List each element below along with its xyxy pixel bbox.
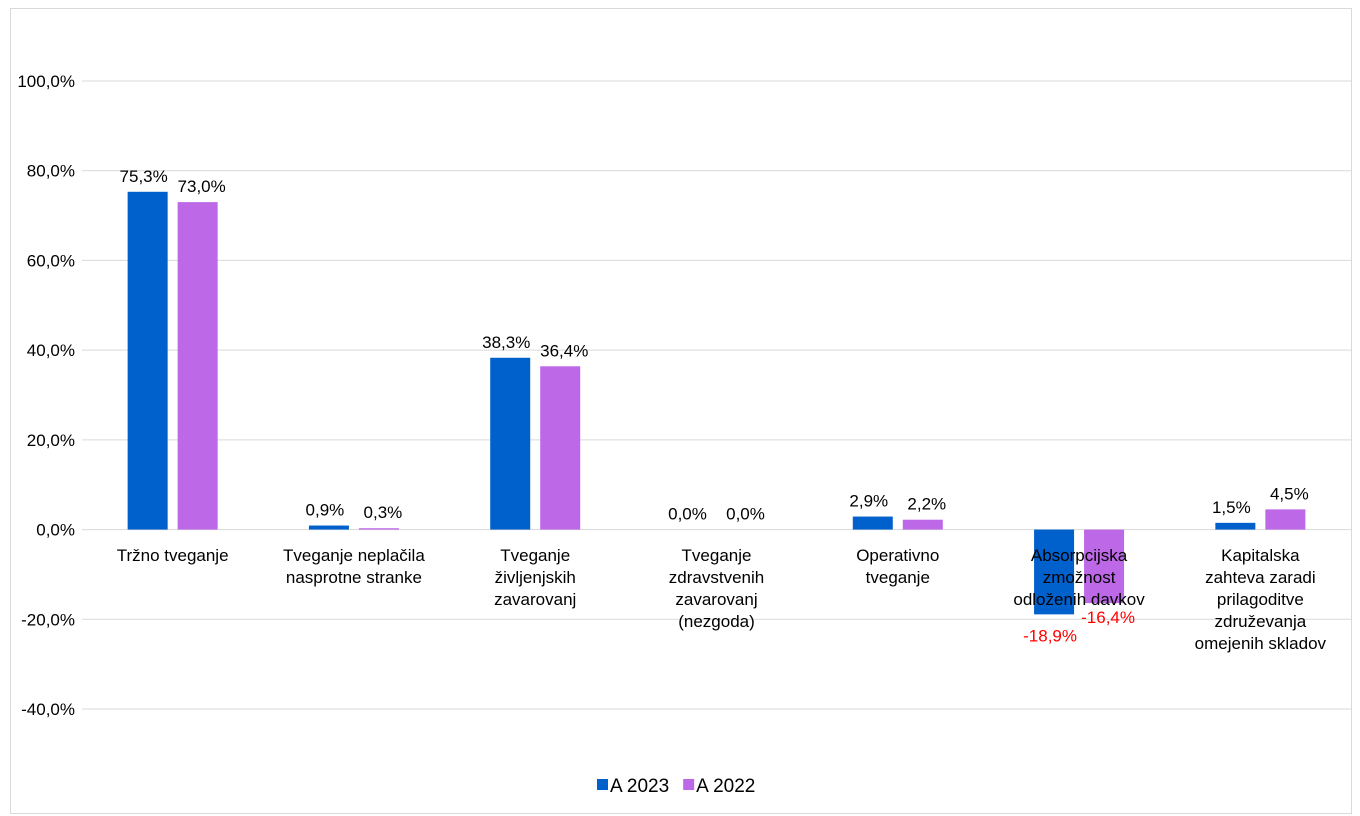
data-label: 36,4% (540, 341, 588, 360)
category-label-line: Kapitalska (1221, 546, 1300, 565)
gridlines (82, 80, 1351, 710)
bar-a-2022 (540, 366, 581, 530)
data-label: -16,4% (1081, 608, 1135, 627)
y-tick-label: 40,0% (27, 341, 75, 360)
category-label-line: omejenih skladov (1195, 634, 1327, 653)
category-label-line: Absorpcijska (1031, 546, 1128, 565)
bars (127, 191, 1306, 615)
data-label: 2,2% (907, 495, 946, 514)
data-label: 0,0% (668, 505, 707, 524)
y-tick-label: -40,0% (21, 700, 75, 719)
category-label-line: življenjskih (495, 568, 576, 587)
category-label-line: Tveganje neplačila (283, 546, 425, 565)
y-tick-label: 0,0% (36, 521, 75, 540)
category-label: Tržno tveganje (117, 546, 229, 565)
bar-a-2022 (1265, 509, 1306, 530)
y-tick-label: 20,0% (27, 431, 75, 450)
category-label-line: Tržno tveganje (117, 546, 229, 565)
category-label-line: Tveganje (500, 546, 570, 565)
category-label: Absorpcijska zmožnost odloženih davkov (1013, 546, 1145, 609)
category-label-line: združevanja (1215, 612, 1307, 631)
category-label-line: zavarovanj (675, 590, 757, 609)
data-label: 0,0% (726, 505, 765, 524)
data-labels: 75,3% 73,0% 0,9% 0,3% 38,3% 36,4% 0,0% 0,0% 2,9%… (120, 167, 1309, 646)
bar-a-2022 (177, 202, 218, 530)
legend: A 2023 A 2022 (597, 776, 755, 797)
legend-swatch (597, 779, 608, 790)
category-label-line: zahteva zaradi (1205, 568, 1316, 587)
category-label-line: (nezgoda) (678, 612, 755, 631)
category-label-line: zmožnost (1043, 568, 1116, 587)
bar-a-2023 (1215, 522, 1256, 530)
category-label: Tveganje zdravstvenih zavarovanj (nezgoda) (669, 546, 764, 631)
bar-a-2022 (902, 519, 943, 530)
category-label-line: prilagoditve (1217, 590, 1304, 609)
bar-a-2023 (852, 516, 893, 530)
chart-frame: 100,0% 80,0% 60,0% 40,0% 20,0% 0,0% -20,0% -40,… (10, 8, 1352, 814)
category-label-line: zdravstvenih (669, 568, 764, 587)
bar-a-2023 (127, 191, 168, 530)
data-label: 75,3% (120, 167, 168, 186)
bar-a-2023 (1034, 529, 1075, 615)
y-tick-label: 100,0% (17, 72, 75, 91)
data-label: 1,5% (1212, 498, 1251, 517)
bar-a-2022 (358, 528, 399, 530)
bar-a-2022 (1084, 529, 1125, 604)
bar-chart: 100,0% 80,0% 60,0% 40,0% 20,0% 0,0% -20,0% -40,… (17, 72, 1351, 797)
y-tick-label: -20,0% (21, 610, 75, 629)
category-label-line: Tveganje (682, 546, 752, 565)
category-label-line: odloženih davkov (1013, 590, 1145, 609)
data-label: 0,3% (364, 503, 403, 522)
category-label: Tveganje neplačila nasprotne stranke (283, 546, 425, 587)
data-label: 0,9% (306, 501, 345, 520)
y-tick-label: 80,0% (27, 162, 75, 181)
data-label: 2,9% (849, 492, 888, 511)
category-label-line: zavarovanj (494, 590, 576, 609)
legend-entry: A 2022 (696, 776, 755, 797)
data-label: 73,0% (178, 177, 226, 196)
data-label: -18,9% (1023, 626, 1077, 645)
data-label: 4,5% (1270, 484, 1309, 503)
legend-swatch (683, 779, 695, 790)
category-label-line: nasprotne stranke (286, 568, 422, 587)
category-label-line: tveganje (866, 568, 930, 587)
bar-a-2023 (308, 525, 349, 530)
y-tick-label: 60,0% (27, 251, 75, 270)
bar-a-2023 (490, 357, 531, 530)
legend-entry: A 2023 (610, 776, 669, 797)
category-label: Operativno tveganje (856, 546, 939, 587)
category-label: Tveganje življenjskih zavarovanj (494, 546, 576, 609)
x-axis-categories: Tržno tveganje Tveganje neplačila nasprotn… (117, 546, 1327, 653)
y-axis: 100,0% 80,0% 60,0% 40,0% 20,0% 0,0% -20,0% -40,… (17, 72, 75, 719)
data-label: 38,3% (482, 333, 530, 352)
category-label-line: Operativno (856, 546, 939, 565)
category-label: Kapitalska zahteva zaradi prilagoditve zdru… (1195, 546, 1327, 653)
